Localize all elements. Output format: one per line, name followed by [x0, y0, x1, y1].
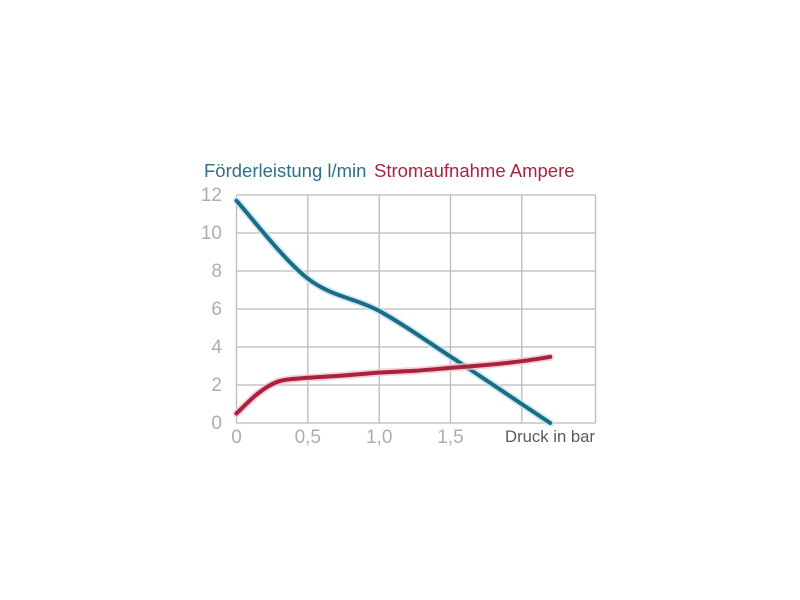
- svg-text:0: 0: [211, 413, 222, 434]
- svg-text:Förderleistung l/min: Förderleistung l/min: [204, 160, 366, 181]
- svg-text:Stromaufnahme Ampere: Stromaufnahme Ampere: [374, 160, 575, 181]
- svg-text:0,5: 0,5: [295, 427, 321, 448]
- svg-text:2: 2: [211, 375, 222, 396]
- svg-text:1,0: 1,0: [366, 427, 392, 448]
- svg-text:0: 0: [231, 427, 242, 448]
- svg-text:1,5: 1,5: [437, 427, 463, 448]
- svg-text:10: 10: [201, 223, 222, 244]
- svg-text:4: 4: [211, 337, 222, 358]
- svg-text:12: 12: [201, 185, 222, 206]
- svg-text:6: 6: [211, 299, 222, 320]
- svg-text:Druck in bar: Druck in bar: [505, 427, 595, 446]
- svg-text:8: 8: [211, 261, 222, 282]
